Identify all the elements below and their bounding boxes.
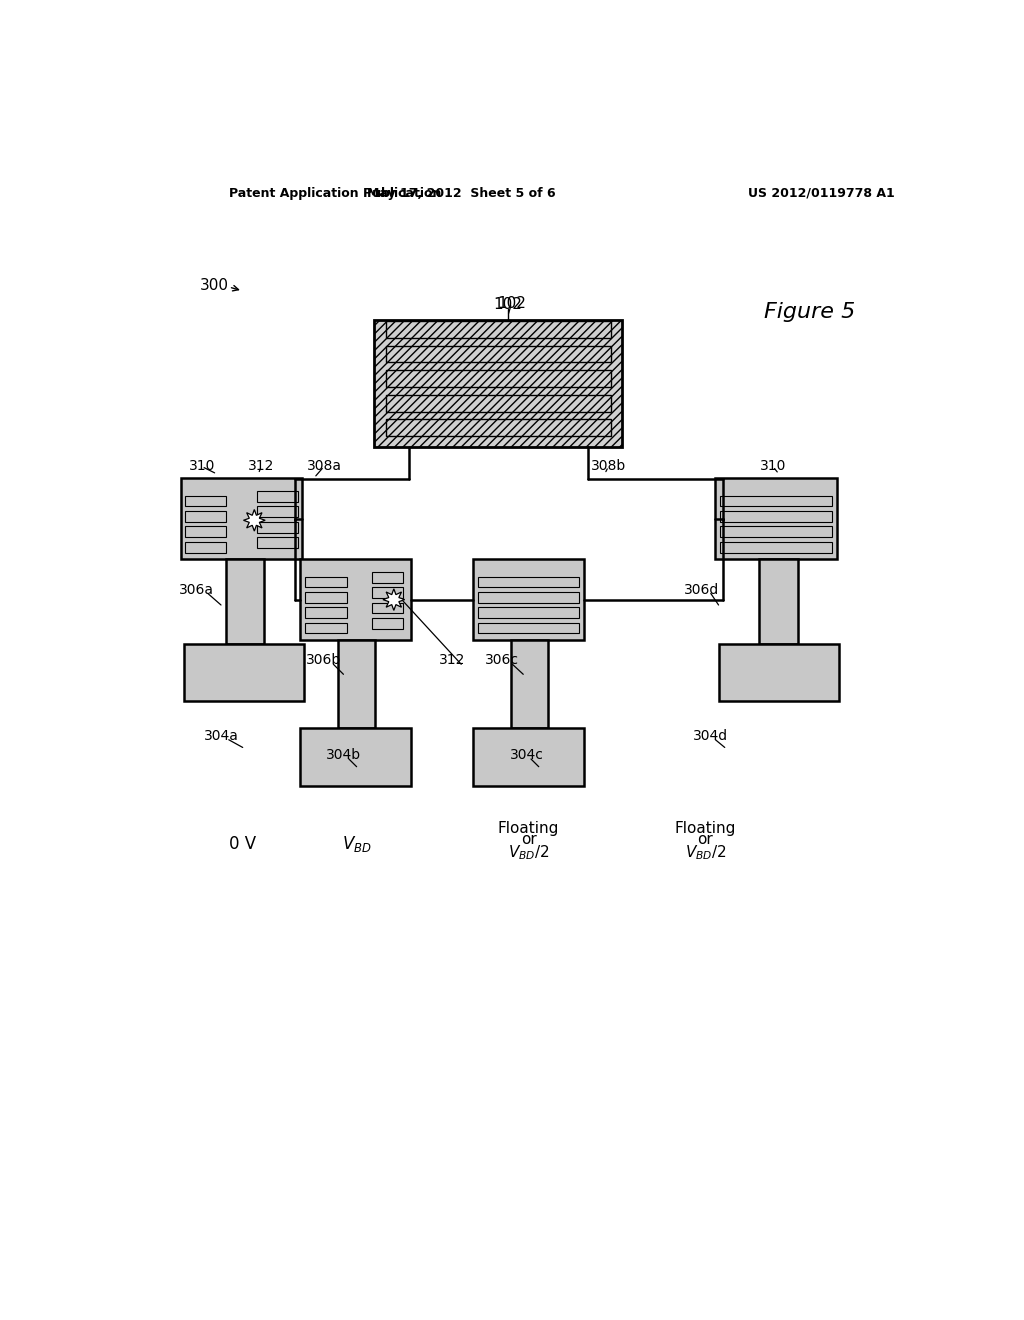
Text: Figure 5: Figure 5	[764, 302, 856, 322]
Text: or: or	[697, 833, 714, 847]
Bar	[257, 537, 298, 548]
Text: 304a: 304a	[204, 729, 239, 743]
Text: 0 V: 0 V	[229, 834, 256, 853]
Bar	[185, 511, 225, 521]
Bar	[257, 521, 298, 533]
Text: 306b: 306b	[306, 653, 341, 668]
Bar	[477, 577, 579, 587]
Text: 102: 102	[498, 296, 526, 310]
Bar	[372, 603, 403, 614]
Bar	[759, 558, 798, 644]
Text: 312: 312	[248, 459, 274, 474]
Bar	[372, 587, 403, 598]
Bar	[720, 511, 833, 521]
Bar	[185, 543, 225, 553]
Text: Floating: Floating	[675, 821, 736, 836]
Bar	[185, 496, 225, 507]
Text: $V_{BD}/2$: $V_{BD}/2$	[685, 843, 726, 862]
Bar	[386, 370, 611, 387]
Bar	[386, 321, 611, 338]
Bar	[338, 640, 375, 729]
Bar	[375, 321, 623, 447]
Text: Patent Application Publication: Patent Application Publication	[228, 186, 441, 199]
Bar	[305, 607, 347, 618]
Bar	[257, 491, 298, 502]
Text: Floating: Floating	[498, 821, 559, 836]
Text: 306a: 306a	[179, 582, 214, 597]
Text: 102: 102	[494, 297, 522, 313]
Bar	[300, 558, 411, 640]
Bar	[372, 618, 403, 628]
Bar	[477, 607, 579, 618]
Text: 310: 310	[188, 459, 215, 474]
Polygon shape	[244, 510, 265, 531]
Text: 306d: 306d	[684, 582, 719, 597]
Text: US 2012/0119778 A1: US 2012/0119778 A1	[748, 186, 895, 199]
Polygon shape	[383, 589, 404, 610]
Bar	[386, 395, 611, 412]
Bar	[305, 623, 347, 634]
Bar	[257, 507, 298, 517]
Bar	[473, 558, 584, 640]
Text: 304b: 304b	[326, 748, 361, 762]
Bar	[719, 644, 839, 701]
Bar	[183, 644, 304, 701]
Text: or: or	[521, 833, 537, 847]
Text: 306c: 306c	[484, 653, 518, 668]
Bar	[716, 478, 838, 558]
Text: 304d: 304d	[693, 729, 728, 743]
Bar	[473, 729, 584, 785]
Text: 308b: 308b	[591, 459, 626, 474]
Text: May 17, 2012  Sheet 5 of 6: May 17, 2012 Sheet 5 of 6	[367, 186, 556, 199]
Bar	[720, 527, 833, 537]
Bar	[477, 591, 579, 603]
Bar	[511, 640, 548, 729]
Bar	[720, 496, 833, 507]
Text: $V_{BD}$: $V_{BD}$	[342, 834, 372, 854]
Text: 304c: 304c	[510, 748, 544, 762]
Text: 310: 310	[760, 459, 786, 474]
Text: $V_{BD}/2$: $V_{BD}/2$	[508, 843, 549, 862]
Text: 312: 312	[438, 653, 465, 668]
Bar	[225, 558, 264, 644]
Bar	[386, 346, 611, 363]
Bar	[386, 420, 611, 437]
Bar	[185, 527, 225, 537]
Bar	[720, 543, 833, 553]
Text: 308a: 308a	[306, 459, 342, 474]
Bar	[305, 577, 347, 587]
Bar	[305, 591, 347, 603]
Bar	[300, 729, 411, 785]
Bar	[180, 478, 302, 558]
Bar	[477, 623, 579, 634]
Text: 300: 300	[201, 279, 229, 293]
Bar	[372, 572, 403, 582]
